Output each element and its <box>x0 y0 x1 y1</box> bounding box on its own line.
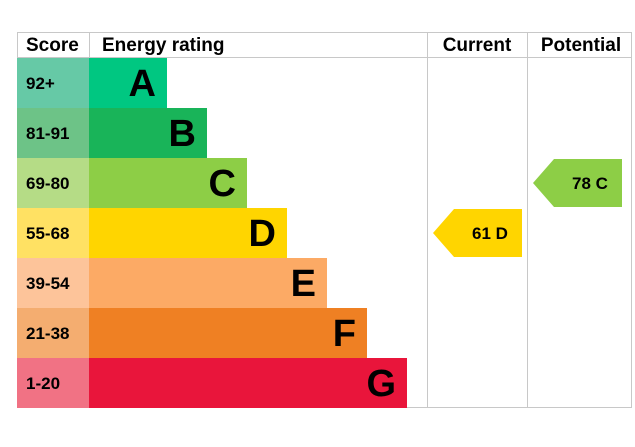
band-row-c: 69-80 C <box>17 158 247 208</box>
score-range-label: 39-54 <box>26 274 70 293</box>
band-letter: F <box>333 313 356 355</box>
rating-bands: 92+ A 81-91 B 69-80 C 55-68 D 39-54 E 21-38 F 1-20 G <box>17 58 407 408</box>
score-cell <box>17 208 89 258</box>
rating-bar <box>89 208 287 258</box>
band-letter: D <box>249 213 276 255</box>
score-header: Score <box>26 35 79 56</box>
potential-rating-label: 78 C <box>572 174 608 193</box>
score-range-label: 21-38 <box>26 324 69 343</box>
score-range-label: 1-20 <box>26 374 60 393</box>
current-rating-pointer: 61 D <box>433 209 522 257</box>
score-cell <box>17 158 89 208</box>
current-rating-label: 61 D <box>472 224 508 243</box>
energy-rating-header: Energy rating <box>102 35 224 56</box>
potential-rating-pointer: 78 C <box>533 159 622 207</box>
score-cell <box>17 308 89 358</box>
band-row-e: 39-54 E <box>17 258 327 308</box>
score-range-label: 55-68 <box>26 224 69 243</box>
band-letter: B <box>169 113 196 155</box>
rating-bar <box>89 258 327 308</box>
score-cell <box>17 358 89 408</box>
band-letter: G <box>366 363 396 405</box>
band-row-f: 21-38 F <box>17 308 367 358</box>
potential-pointer-arrow <box>533 159 622 207</box>
score-range-label: 81-91 <box>26 124 69 143</box>
current-header: Current <box>443 35 512 56</box>
rating-pointers: 61 D 78 C <box>433 159 622 257</box>
band-row-b: 81-91 B <box>17 108 207 158</box>
potential-header: Potential <box>541 35 621 56</box>
band-letter: C <box>209 163 236 205</box>
band-letter: E <box>291 263 316 305</box>
score-cell <box>17 108 89 158</box>
rating-bar <box>89 108 207 158</box>
rating-bar <box>89 358 407 408</box>
band-letter: A <box>129 63 156 105</box>
band-row-d: 55-68 D <box>17 208 287 258</box>
score-range-label: 69-80 <box>26 174 69 193</box>
score-range-label: 92+ <box>26 74 55 93</box>
score-cell <box>17 258 89 308</box>
band-row-g: 1-20 G <box>17 358 407 408</box>
score-cell <box>17 58 89 108</box>
current-pointer-arrow <box>433 209 522 257</box>
band-row-a: 92+ A <box>17 58 167 108</box>
rating-bar <box>89 58 167 108</box>
rating-bar <box>89 158 247 208</box>
rating-bar <box>89 308 367 358</box>
